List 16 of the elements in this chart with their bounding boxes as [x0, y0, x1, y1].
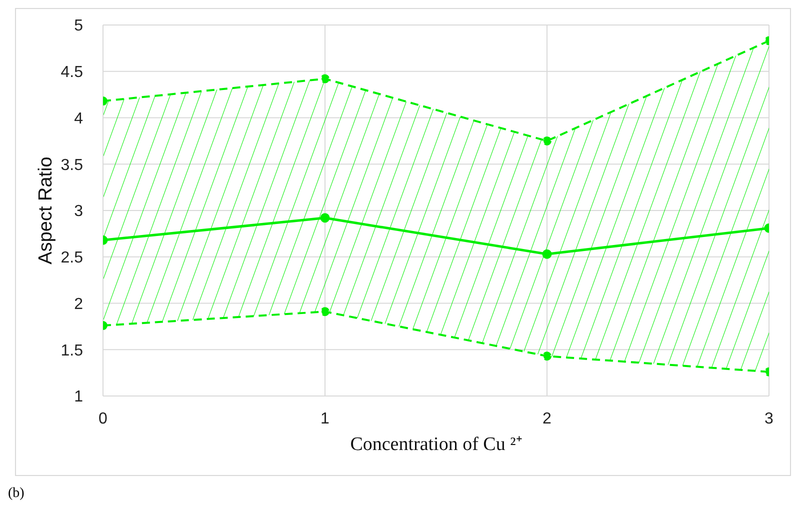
x-tick-label: 1: [320, 410, 330, 428]
y-tick-label: 2.5: [60, 250, 84, 267]
y-tick-label: 1.5: [60, 342, 84, 360]
y-axis-title: Aspect Ratio: [36, 156, 57, 264]
x-tick-label: 2: [542, 410, 552, 428]
y-tick-label: 2: [74, 296, 84, 313]
y-tick-label: 1: [74, 388, 84, 406]
x-tick-label: 3: [764, 410, 774, 428]
y-tick-label: 3.5: [60, 156, 84, 174]
text: (b): [8, 486, 24, 502]
y-tick-label: 4.5: [60, 64, 84, 82]
x-axis-title: Concentration of Cu ²⁺: [350, 434, 522, 455]
y-tick-label: 5: [74, 18, 84, 35]
y-tick-label: 4: [74, 110, 84, 128]
x-tick-label: 0: [98, 410, 108, 428]
y-tick-label: 3: [74, 203, 84, 220]
